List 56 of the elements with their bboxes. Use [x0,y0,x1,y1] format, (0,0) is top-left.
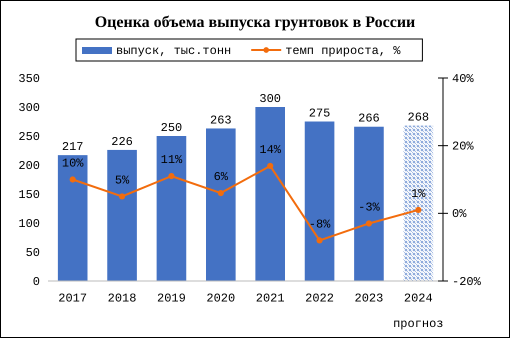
data-label: 250 [160,121,182,135]
x-tick-label: 2021 [256,292,285,306]
data-label: 11% [160,153,184,168]
x-tick-label: 2019 [157,292,186,306]
y2-tick-label: 0% [452,207,468,222]
y-tick-label: 0 [32,274,40,289]
data-label: 10% [62,156,84,170]
point [366,220,372,227]
data-label: 217 [62,140,84,154]
x-tick-label: 2022 [305,292,334,306]
data-label: -8% [308,217,332,232]
x-tick-label: 2018 [108,292,136,306]
y-tick-label: 200 [18,158,40,173]
y-tick-label: 100 [18,216,40,231]
bar [156,136,186,281]
data-label: 5% [114,173,130,188]
data-label: 6% [214,170,229,184]
y-tick-label: 300 [18,100,40,115]
x-tick-label: 2024 [404,292,433,306]
bar [107,150,137,281]
chart-title: Оценка объема выпуска грунтовок в России [94,14,416,31]
point [218,190,224,196]
legend-label: темп прироста, % [285,44,402,58]
point [267,162,274,170]
bar [206,128,236,281]
point [168,173,175,180]
point [415,206,422,214]
data-label: 226 [111,134,133,149]
data-label: 268 [408,110,430,125]
x-tick-label: 2020 [206,292,236,306]
bar [404,126,434,281]
point [316,237,323,244]
data-label: 14% [259,142,282,157]
y2-tick-label: 20% [452,140,474,154]
data-label: -3% [358,200,381,214]
y2-tick-label: -20% [452,274,482,289]
point [118,193,126,200]
y-tick-label: 150 [18,188,40,202]
bar [58,155,88,281]
bar [354,126,384,281]
y-tick-label: 350 [18,72,40,86]
bar [255,107,285,281]
data-label: 266 [358,112,380,126]
y2-tick-label: 40% [452,72,474,86]
legend-label: выпуск, тыс.тонн [116,44,232,58]
point [70,176,76,183]
text: прогноз [393,317,444,331]
data-label: 263 [210,113,232,128]
x-tick-label: 2023 [354,292,384,306]
y-tick-label: 50 [26,246,40,260]
data-label: 275 [308,106,330,120]
x-tick-label: 2017 [58,292,88,306]
data-label: 1% [411,186,426,201]
y-tick-label: 250 [18,130,40,144]
data-label: 300 [259,92,281,106]
bar [304,122,334,281]
